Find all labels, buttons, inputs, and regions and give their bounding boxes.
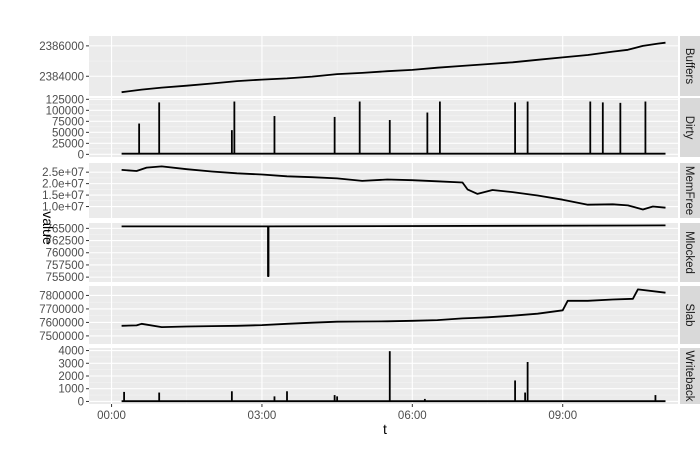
x-tick-label: 09:00 bbox=[548, 410, 577, 422]
strip-label: Mlocked bbox=[683, 231, 695, 274]
series-line bbox=[121, 224, 666, 278]
strip-label: MemFree bbox=[683, 166, 695, 215]
y-axis-title: value bbox=[40, 211, 56, 245]
y-tick-label: 2386000 bbox=[39, 41, 84, 53]
strip-background bbox=[680, 223, 700, 282]
y-tick-label: 1.5e+07 bbox=[42, 190, 84, 202]
y-tick-label: 7600000 bbox=[39, 317, 84, 329]
y-tick-label: 1.0e+07 bbox=[42, 202, 84, 214]
y-tick-label: 7800000 bbox=[39, 290, 84, 302]
panel-background bbox=[89, 98, 678, 157]
facet-memfree: 1.0e+071.5e+072.0e+072.5e+07 MemFree bbox=[42, 163, 700, 218]
y-tick-label: 3000 bbox=[58, 358, 84, 370]
facet-buffers: 2384000 2386000 Buffers bbox=[39, 36, 700, 96]
y-tick-label: 755000 bbox=[46, 272, 84, 284]
y-tick-label: 0 bbox=[78, 396, 84, 408]
gridlines bbox=[89, 36, 678, 96]
series-line bbox=[121, 165, 666, 211]
x-tick-label: 06:00 bbox=[398, 410, 427, 422]
strip-label: Buffers bbox=[683, 48, 695, 84]
y-tick-label: 50000 bbox=[52, 127, 84, 139]
x-axis: 00:00 03:00 06:00 09:00 bbox=[97, 404, 577, 422]
facet-panels: 23840002386000Buffers0250005000075000100… bbox=[39, 36, 700, 408]
gridlines bbox=[89, 348, 678, 404]
x-tick-label: 00:00 bbox=[97, 410, 126, 422]
y-tick-label: 765000 bbox=[46, 223, 84, 235]
gridlines bbox=[89, 223, 678, 282]
strip-background bbox=[680, 36, 700, 96]
gridlines bbox=[89, 286, 678, 344]
y-tick-label: 762500 bbox=[46, 236, 84, 248]
y-tick-label: 100000 bbox=[46, 105, 84, 117]
y-tick-label: 2.0e+07 bbox=[42, 179, 84, 191]
strip-label: Writeback bbox=[683, 351, 695, 402]
y-tick-label: 760000 bbox=[46, 248, 84, 260]
strip-background bbox=[680, 98, 700, 157]
y-tick-label: 2384000 bbox=[39, 71, 84, 83]
y-tick-label: 0 bbox=[78, 149, 84, 161]
x-tick-label: 03:00 bbox=[248, 410, 277, 422]
series-line bbox=[121, 41, 666, 94]
y-tick-label: 7700000 bbox=[39, 304, 84, 316]
y-tick-label: 2.5e+07 bbox=[42, 167, 84, 179]
strip-background bbox=[680, 286, 700, 344]
x-axis-title: t bbox=[383, 421, 387, 437]
y-tick-label: 25000 bbox=[52, 138, 84, 150]
y-tick-label: 757500 bbox=[46, 260, 84, 272]
y-tick-label: 4000 bbox=[58, 346, 84, 358]
strip-background bbox=[680, 163, 700, 218]
y-tick-label: 125000 bbox=[46, 94, 84, 106]
series-line bbox=[121, 288, 666, 329]
strip-background bbox=[680, 348, 700, 404]
y-tick-label: 1000 bbox=[58, 384, 84, 396]
y-tick-label: 7500000 bbox=[39, 331, 84, 343]
gridlines bbox=[89, 163, 678, 218]
panel-background bbox=[89, 163, 678, 218]
y-tick-label: 2000 bbox=[58, 371, 84, 383]
panel-background bbox=[89, 286, 678, 344]
strip-label: Slab bbox=[683, 303, 695, 326]
strip-label: Dirty bbox=[683, 116, 695, 140]
y-tick-label: 75000 bbox=[52, 116, 84, 128]
